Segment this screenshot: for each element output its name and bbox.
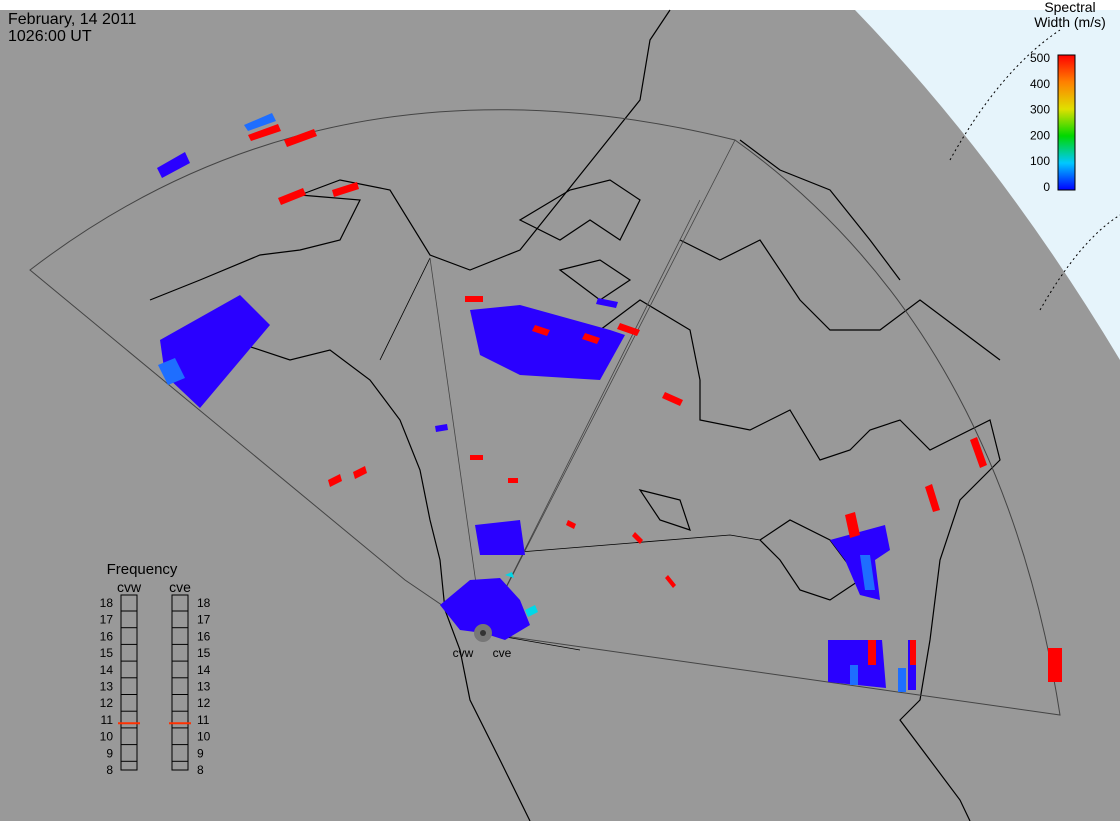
colorbar-tick-label: 400 — [1030, 77, 1050, 91]
frequency-tick-label: 11 — [197, 713, 210, 727]
frequency-column — [120, 594, 138, 771]
frequency-tick-label: 18 — [100, 596, 114, 610]
frequency-tick-label: 14 — [100, 663, 114, 677]
latitude-circles — [949, 29, 1120, 311]
scatter-cells — [157, 113, 1062, 692]
colorbar-tick-label: 200 — [1030, 128, 1050, 142]
radar-label: cve — [493, 646, 512, 660]
frequency-tick-label: 8 — [197, 763, 204, 777]
colorbar-tick-label: 100 — [1030, 154, 1050, 168]
colorbar-tick-label: 500 — [1030, 51, 1050, 65]
frequency-column — [171, 594, 189, 771]
frequency-tick-label: 12 — [197, 696, 211, 710]
radar-site-center — [480, 630, 486, 636]
frequency-tick-label: 16 — [197, 629, 211, 643]
frequency-tick-label: 13 — [197, 680, 211, 694]
date: February, 14 2011 — [8, 11, 136, 28]
frequency-tick-label: 15 — [197, 646, 211, 660]
coastlines — [149, 9, 1001, 821]
frequency-tick-label: 9 — [106, 746, 113, 760]
frequency-tick-label: 16 — [100, 629, 114, 643]
frequency-radar-name: cvw — [117, 579, 142, 595]
frequency-tick-label: 11 — [101, 713, 114, 727]
frequency-tick-label: 17 — [100, 613, 114, 627]
frequency-tick-label: 13 — [100, 680, 114, 694]
frequency-tick-label: 12 — [100, 696, 114, 710]
daylight-region — [855, 10, 1120, 360]
colorbar-title: Width (m/s) — [1034, 14, 1106, 30]
radar-field-of-view — [29, 109, 1061, 716]
frequency-tick-label: 9 — [197, 746, 204, 760]
frequency-tick-label: 10 — [197, 730, 211, 744]
frequency-title: Frequency — [107, 561, 178, 578]
colorbar-tick-label: 0 — [1043, 180, 1050, 194]
frequency-radar-name: cve — [169, 579, 191, 595]
frequency-tick-label: 8 — [106, 763, 113, 777]
beam-lines — [429, 139, 736, 634]
colorbar-title: Spectral — [1044, 0, 1095, 15]
colorbar — [1057, 54, 1076, 191]
radar-label: cvw — [453, 646, 474, 660]
frequency-tick-label: 17 — [197, 613, 211, 627]
top-strip — [0, 0, 1120, 10]
frequency-tick-label: 10 — [100, 730, 114, 744]
frequency-tick-label: 18 — [197, 596, 211, 610]
time: 1026:00 UT — [8, 28, 92, 45]
frequency-tick-label: 15 — [100, 646, 114, 660]
colorbar-tick-label: 300 — [1030, 103, 1050, 117]
frequency-tick-label: 14 — [197, 663, 211, 677]
